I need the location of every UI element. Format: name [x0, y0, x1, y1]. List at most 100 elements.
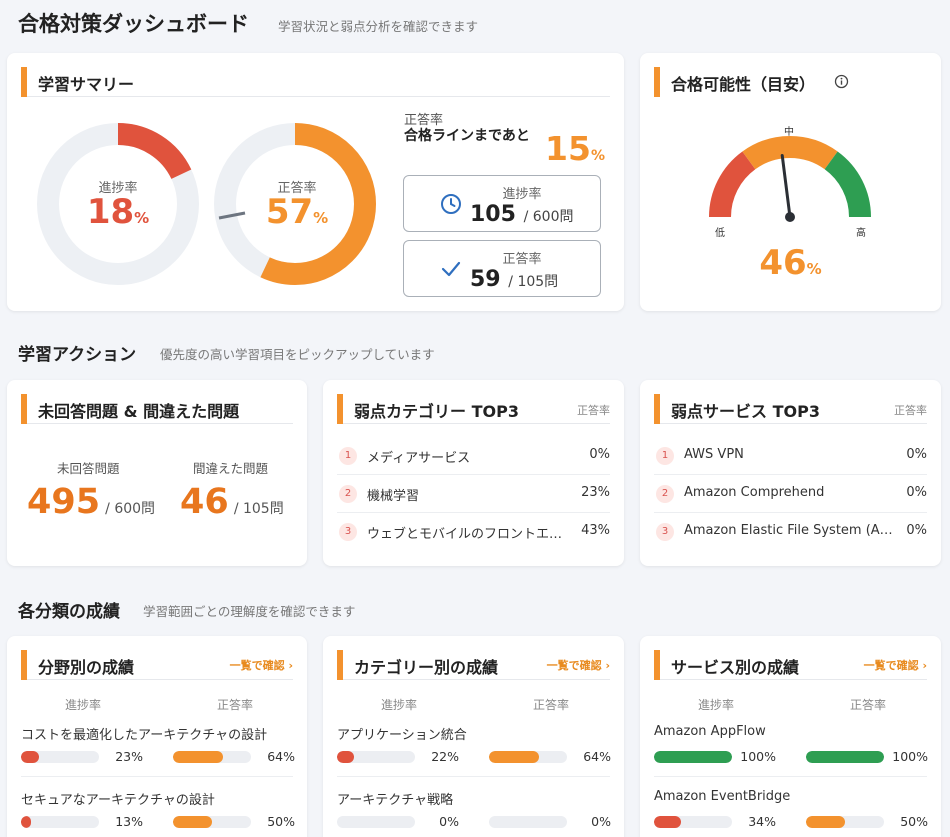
accuracy-column-head: 正答率: [533, 698, 570, 712]
list-item[interactable]: 3 Amazon Elastic File System (A… 0%: [654, 513, 927, 551]
accuracy-bar-fill: [173, 816, 212, 828]
pass-line-marker: [218, 211, 246, 220]
rank-item-accuracy: 0%: [906, 447, 927, 462]
rank-item-accuracy: 0%: [906, 523, 927, 538]
accuracy-bar: [489, 751, 567, 763]
accuracy-percent: 0%: [591, 814, 611, 829]
summary-title: 学習サマリー: [38, 75, 135, 94]
info-icon[interactable]: [834, 74, 849, 89]
header-accent-bar: [21, 650, 27, 680]
results-card: 分野別の成績 一覧で確認 › 進捗率 正答率 コストを最適化したアーキテクチャの設計 23…: [7, 636, 307, 837]
header-accent-bar: [337, 650, 343, 680]
progress-percent: 23%: [115, 749, 143, 764]
gauge-segment-high: [824, 151, 871, 218]
progress-stat-box: 進捗率 105 / 600問: [403, 175, 601, 232]
pass-chance-card: 合格可能性（目安） 中 低 高 46%: [640, 53, 941, 311]
pass-chance-header: 合格可能性（目安）: [654, 67, 927, 97]
progress-bar-fill: [654, 816, 681, 828]
wrong-total: / 105問: [233, 501, 284, 517]
rank-badge: 1: [339, 447, 357, 465]
results-row-name[interactable]: アーキテクチャ戦略: [337, 793, 454, 808]
progress-bar-fill: [21, 816, 32, 828]
gauge-needle-hub: [785, 212, 795, 222]
wrong-value: 46 / 105問: [180, 482, 284, 522]
accuracy-bar-fill: [806, 816, 845, 828]
rank-badge: 2: [656, 485, 674, 503]
progress-bar: [654, 816, 732, 828]
results-card-header: 分野別の成績 一覧で確認 ›: [21, 650, 293, 680]
results-row-name[interactable]: アプリケーション統合: [337, 728, 467, 743]
list-item[interactable]: 2 Amazon Comprehend 0%: [654, 475, 927, 513]
accuracy-donut-value: 57%: [237, 192, 357, 232]
rank-item-accuracy: 43%: [581, 523, 610, 538]
progress-percent: 100%: [740, 749, 776, 764]
pass-chance-gauge: [709, 136, 871, 222]
weak-services-card: 弱点サービス TOP3 正答率 1 AWS VPN 0% 2 Amazon Compre…: [640, 380, 941, 566]
header-accent-bar: [21, 394, 27, 424]
weak-services-header: 弱点サービス TOP3 正答率: [654, 394, 927, 424]
list-item[interactable]: 3 ウェブとモバイルのフロントエ… 43%: [337, 513, 610, 551]
list-item[interactable]: 2 機械学習 23%: [337, 475, 610, 513]
progress-bar: [337, 816, 415, 828]
pass-line-unit: %: [590, 148, 605, 164]
header-accent-bar: [654, 394, 660, 424]
accuracy-percent: 64%: [267, 749, 295, 764]
unanswered-card-header: 未回答問題 & 間違えた問題: [21, 394, 293, 424]
progress-donut-value: 18%: [58, 192, 178, 232]
progress-donut-arc: [37, 123, 199, 285]
progress-stat-value: 105 / 600問: [470, 202, 574, 227]
gauge-segment-mid: [742, 136, 838, 170]
accuracy-stat-box: 正答率 59 / 105問: [403, 240, 601, 297]
header-accent-bar: [654, 650, 660, 680]
accuracy-column-head: 正答率: [850, 698, 887, 712]
pass-chance-value: 46%: [640, 243, 941, 283]
unanswered-card-title: 未回答問題 & 間違えた問題: [38, 402, 240, 421]
accuracy-stat-label: 正答率: [502, 252, 542, 267]
rank-item-accuracy: 0%: [589, 447, 610, 462]
accuracy-stat-total: / 105問: [508, 274, 559, 290]
results-row-name[interactable]: Amazon EventBridge: [654, 789, 791, 804]
results-row-name[interactable]: コストを最適化したアーキテクチャの設計: [21, 728, 268, 743]
accuracy-value-unit: %: [313, 209, 329, 227]
unanswered-card[interactable]: 未回答問題 & 間違えた問題 未回答問題 495 / 600問 間違えた問題 4…: [7, 380, 307, 566]
progress-bar: [654, 751, 732, 763]
rank-item-name: Amazon Comprehend: [684, 485, 825, 500]
gauge-label-high: 高: [856, 228, 866, 239]
header-accent-bar: [337, 394, 343, 424]
progress-stat-total: / 600問: [523, 209, 574, 225]
actions-section-subtitle: 優先度の高い学習項目をピックアップしています: [160, 347, 435, 362]
progress-bar-fill: [337, 751, 355, 763]
unanswered-number: 495: [27, 482, 101, 522]
results-card-header: サービス別の成績 一覧で確認 ›: [654, 650, 927, 680]
accuracy-column-head: 正答率: [217, 698, 254, 712]
progress-column-head: 進捗率: [381, 698, 418, 712]
view-all-link[interactable]: 一覧で確認 ›: [863, 659, 927, 672]
weak-categories-title: 弱点カテゴリー TOP3: [354, 402, 519, 421]
weak-categories-column-label: 正答率: [577, 404, 610, 417]
list-item[interactable]: 1 メディアサービス 0%: [337, 437, 610, 475]
summary-card-header: 学習サマリー: [21, 67, 610, 97]
gauge-label-low: 低: [715, 228, 725, 239]
results-section-title: 各分類の成績: [18, 602, 120, 622]
results-row-name[interactable]: セキュアなアーキテクチャの設計: [21, 793, 215, 808]
accuracy-percent: 100%: [892, 749, 928, 764]
gauge-needle: [780, 153, 792, 219]
accuracy-bar: [806, 751, 884, 763]
rank-badge: 2: [339, 485, 357, 503]
unanswered-total: / 600問: [105, 501, 156, 517]
accuracy-bar-fill: [489, 751, 539, 763]
accuracy-donut-label: 正答率: [277, 181, 317, 196]
list-item[interactable]: 1 AWS VPN 0%: [654, 437, 927, 475]
results-row-name[interactable]: Amazon AppFlow: [654, 724, 766, 739]
view-all-link[interactable]: 一覧で確認 ›: [546, 659, 610, 672]
results-card-title: 分野別の成績: [38, 658, 135, 677]
rank-item-name: 機械学習: [367, 489, 420, 504]
pass-chance-title: 合格可能性（目安）: [671, 75, 816, 94]
unanswered-value: 495 / 600問: [27, 482, 155, 522]
rank-item-name: ウェブとモバイルのフロントエ…: [367, 527, 563, 542]
gauge-segment-low: [709, 151, 756, 218]
header-accent-bar: [654, 67, 660, 97]
progress-percent: 0%: [439, 814, 459, 829]
view-all-link[interactable]: 一覧で確認 ›: [229, 659, 293, 672]
row-divider: [337, 776, 610, 777]
